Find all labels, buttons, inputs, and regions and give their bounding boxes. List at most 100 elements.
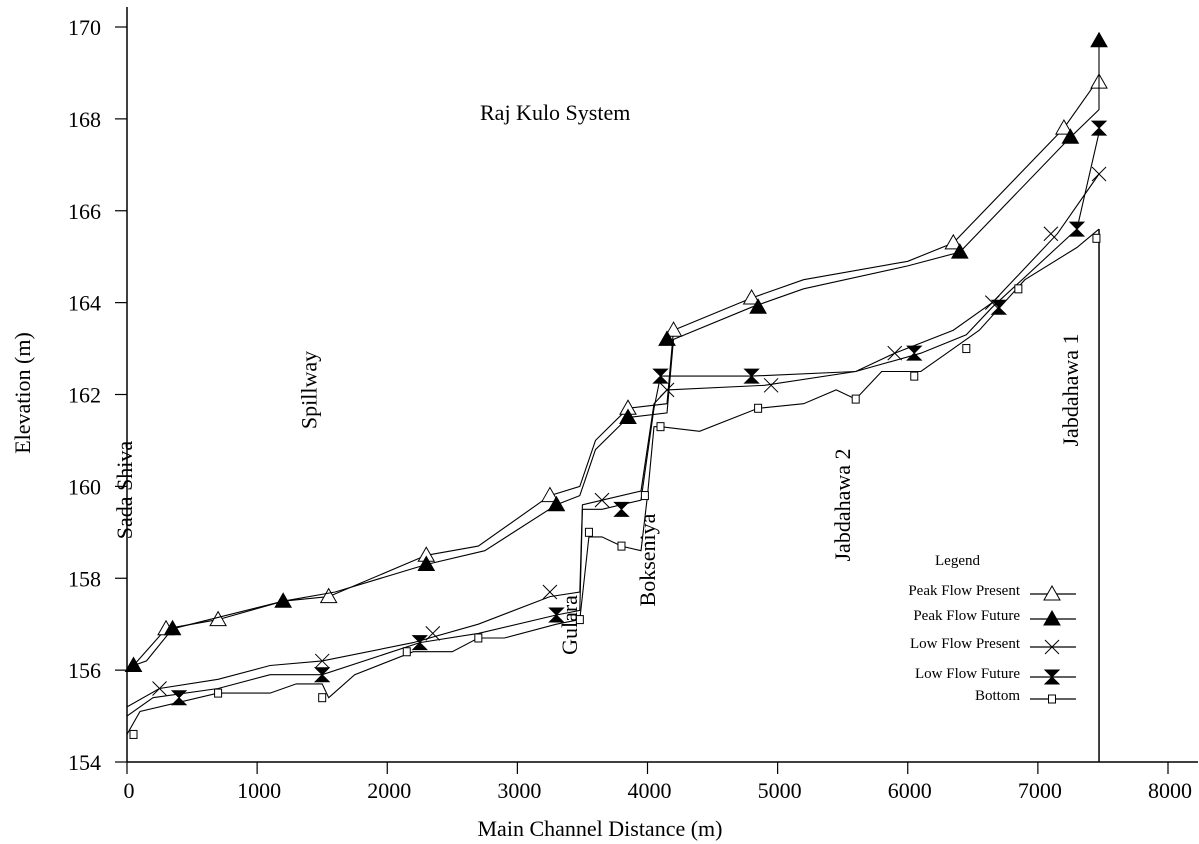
y-tick-label: 154 bbox=[68, 750, 101, 775]
annotation-label: Jabdahawa 1 bbox=[1058, 333, 1083, 446]
annotation-label: Spillway bbox=[297, 351, 322, 429]
data-point-bottom bbox=[851, 394, 860, 404]
series-layer bbox=[124, 31, 1108, 739]
legend: Legend Peak Flow Present Peak Flow Future… bbox=[908, 553, 1076, 704]
annotation-label: Jabdahawa 2 bbox=[830, 448, 855, 561]
data-point-low-flow-present bbox=[594, 492, 610, 508]
data-point-low-flow-present bbox=[542, 584, 558, 600]
data-point-low-flow-future bbox=[548, 607, 565, 623]
legend-label-bottom: Bottom bbox=[975, 688, 1020, 704]
x-tick-label: 5000 bbox=[758, 778, 802, 803]
legend-marker-peak-flow-present bbox=[1043, 584, 1061, 601]
data-point-low-flow-future bbox=[990, 299, 1008, 315]
data-point-peak-flow-future bbox=[749, 298, 767, 314]
y-tick-label: 162 bbox=[68, 383, 101, 408]
ticks: 0 1000 2000 3000 4000 5000 6000 7000 8000 154 156 1… bbox=[68, 15, 1192, 803]
data-point-bottom bbox=[754, 403, 763, 413]
legend-marker-peak-flow-future bbox=[1043, 609, 1061, 626]
x-tick-label: 2000 bbox=[367, 778, 411, 803]
data-point-bottom bbox=[129, 729, 138, 739]
data-point-peak-flow-future bbox=[658, 330, 676, 346]
data-point-low-flow-future bbox=[1090, 120, 1108, 136]
x-tick-label: 6000 bbox=[888, 778, 932, 803]
data-point-bottom bbox=[575, 615, 584, 625]
y-tick-label: 156 bbox=[68, 658, 101, 683]
data-point-low-flow-future bbox=[313, 667, 331, 683]
data-point-bottom bbox=[318, 693, 327, 703]
data-point-bottom bbox=[1014, 284, 1023, 294]
x-axis-title: Main Channel Distance (m) bbox=[478, 816, 723, 841]
legend-label-low-flow-future: Low Flow Future bbox=[915, 666, 1020, 682]
data-point-peak-flow-future bbox=[619, 408, 637, 424]
data-point-peak-flow-future bbox=[1061, 128, 1080, 144]
legend-title: Legend bbox=[935, 553, 980, 569]
series-line-peak-flow-future bbox=[133, 40, 1100, 667]
x-tick-label: 4000 bbox=[628, 778, 672, 803]
data-point-peak-flow-present bbox=[944, 233, 963, 250]
data-point-low-flow-future bbox=[613, 501, 630, 517]
data-point-low-flow-future bbox=[411, 635, 428, 651]
data-point-bottom bbox=[474, 633, 483, 643]
data-point-bottom bbox=[402, 647, 411, 657]
x-tick-label: 1000 bbox=[237, 778, 281, 803]
data-point-low-flow-future bbox=[743, 368, 760, 384]
data-point-peak-flow-present bbox=[664, 321, 683, 337]
data-point-peak-flow-present bbox=[742, 289, 761, 305]
series-low-flow-present bbox=[126, 166, 1107, 708]
x-tick-label: 8000 bbox=[1148, 778, 1192, 803]
axes bbox=[126, 7, 1198, 763]
data-point-low-flow-present bbox=[425, 626, 441, 641]
data-point-peak-flow-future bbox=[274, 592, 293, 608]
data-point-low-flow-present bbox=[763, 377, 779, 393]
data-point-bottom bbox=[640, 491, 649, 501]
series-low-flow-future bbox=[126, 120, 1108, 717]
data-point-bottom bbox=[617, 541, 626, 551]
x-tick-label: 0 bbox=[124, 778, 135, 803]
data-point-low-flow-present bbox=[659, 382, 675, 398]
data-point-peak-flow-present bbox=[541, 486, 559, 503]
legend-marker-low-flow-present bbox=[1044, 639, 1060, 655]
y-axis-title: Elevation (m) bbox=[10, 332, 35, 454]
y-tick-label: 168 bbox=[68, 107, 101, 132]
data-point-peak-flow-future bbox=[1090, 31, 1108, 48]
data-point-bottom bbox=[584, 527, 593, 537]
series-line-bottom bbox=[126, 228, 1100, 735]
series-peak-flow-present bbox=[133, 73, 1108, 666]
x-tick-label: 7000 bbox=[1018, 778, 1062, 803]
data-point-peak-flow-present bbox=[1055, 119, 1073, 135]
data-point-low-flow-present bbox=[984, 295, 1000, 310]
data-point-peak-flow-future bbox=[417, 555, 436, 571]
annotation-label: Gulara bbox=[557, 595, 582, 655]
x-tick-label: 3000 bbox=[497, 778, 541, 803]
data-point-low-flow-present bbox=[152, 681, 167, 696]
data-point-low-flow-present bbox=[887, 345, 903, 361]
annotation-label: Sada Shiva bbox=[112, 441, 137, 540]
series-peak-flow-future bbox=[124, 31, 1108, 673]
data-point-low-flow-future bbox=[1068, 221, 1086, 237]
data-point-low-flow-present bbox=[1091, 166, 1107, 182]
series-line-low-flow-future bbox=[126, 132, 1100, 717]
location-annotations: Sada Shiva Spillway Gulara Bokseniya Jabdaha… bbox=[112, 333, 1083, 654]
data-point-low-flow-present bbox=[1043, 226, 1059, 242]
y-tick-label: 160 bbox=[68, 474, 101, 499]
legend-label-peak-flow-future: Peak Flow Future bbox=[913, 608, 1020, 624]
data-point-bottom bbox=[214, 688, 223, 698]
data-point-peak-flow-future bbox=[547, 495, 566, 512]
data-point-bottom bbox=[1092, 233, 1101, 243]
annotation-label: Bokseniya bbox=[635, 513, 660, 606]
chart-title: Raj Kulo System bbox=[480, 100, 630, 125]
legend-label-low-flow-present: Low Flow Present bbox=[910, 636, 1021, 652]
data-point-bottom bbox=[962, 344, 971, 354]
data-point-peak-flow-future bbox=[124, 656, 143, 673]
y-tick-label: 170 bbox=[68, 15, 101, 40]
data-point-low-flow-future bbox=[652, 368, 669, 384]
y-tick-label: 164 bbox=[68, 291, 101, 316]
legend-marker-low-flow-future bbox=[1043, 669, 1061, 685]
series-line-peak-flow-present bbox=[133, 81, 1099, 666]
data-point-bottom bbox=[910, 371, 919, 381]
series-bottom bbox=[126, 228, 1101, 739]
data-point-peak-flow-present bbox=[319, 587, 338, 604]
data-point-low-flow-present bbox=[314, 653, 330, 669]
data-point-peak-flow-future bbox=[163, 619, 182, 636]
